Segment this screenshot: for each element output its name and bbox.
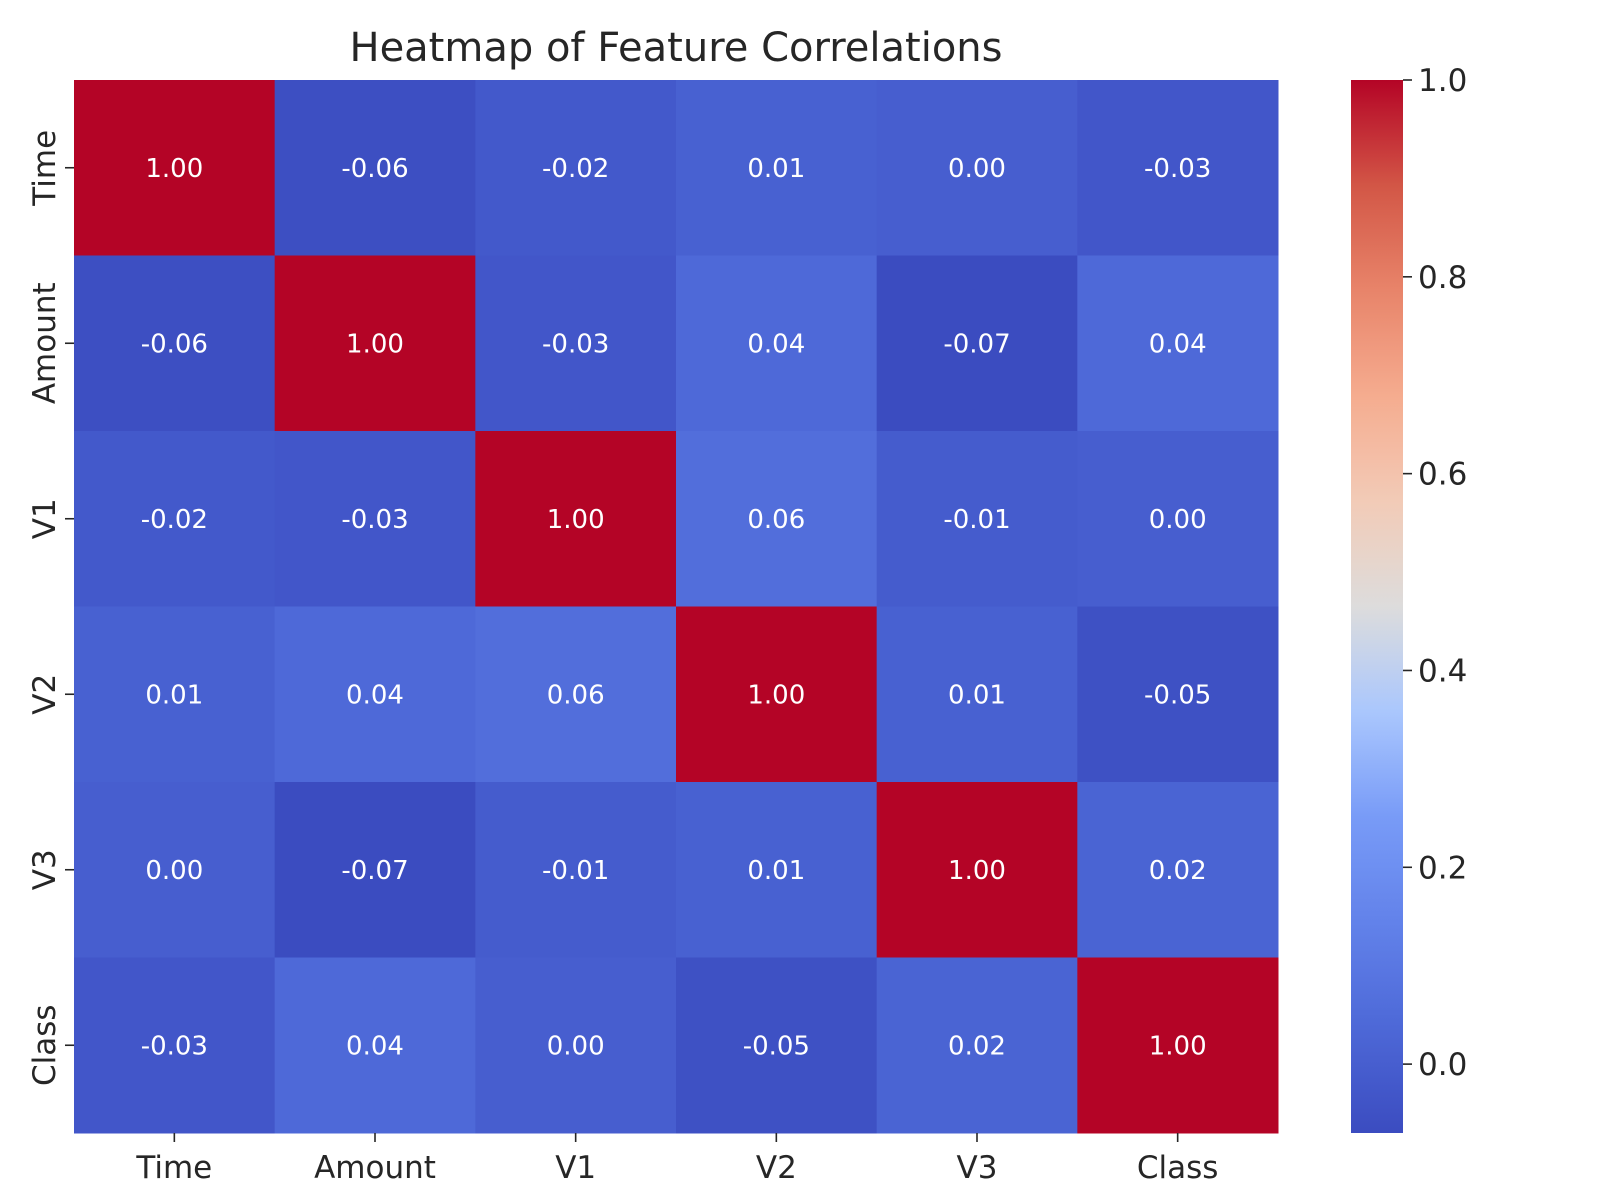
colorbar-tick-label: 0.0 <box>1418 1047 1467 1083</box>
cell-value-label: -0.01 <box>943 505 1010 535</box>
cell-value-label: -0.07 <box>341 856 408 886</box>
y-axis: Time Amount V1 V2 V3 Class <box>27 130 74 1086</box>
heatmap-cell-v3-class <box>1077 782 1279 958</box>
cell-value-label: -0.02 <box>542 154 609 184</box>
heatmap-cell-amount-amount <box>274 255 476 432</box>
y-tick-label: V3 <box>27 849 63 890</box>
cell-value-label: -0.03 <box>141 1031 208 1061</box>
cell-value-label: 0.04 <box>346 680 404 710</box>
cell-value-label: -0.02 <box>141 505 208 535</box>
colorbar: 0.0 0.2 0.4 0.6 0.8 1.0 <box>1351 63 1467 1133</box>
heatmap-cell-time-time <box>74 80 276 256</box>
heatmap-cell-class-v1 <box>475 957 677 1134</box>
cell-value-label: 0.00 <box>948 154 1006 184</box>
cell-value-label: 1.00 <box>346 329 404 359</box>
cell-value-label: -0.03 <box>1144 154 1211 184</box>
heatmap-cell-v3-v1 <box>475 782 677 958</box>
heatmap-cell-v2-amount <box>274 606 476 783</box>
chart-title: Heatmap of Feature Correlations <box>349 25 1002 71</box>
cell-value-label: 0.01 <box>948 680 1006 710</box>
heatmap-cell-time-class <box>1077 80 1279 256</box>
cell-value-label: 0.02 <box>948 1031 1006 1061</box>
heatmap-cells: 1.00 -0.06 -0.02 0.01 0.00 -0.03 -0.06 1.00 -0.0… <box>74 80 1279 1134</box>
heatmap-cell-v1-v1 <box>475 431 677 607</box>
colorbar-tick-label: 1.0 <box>1418 63 1467 99</box>
y-tick-label: V1 <box>27 498 63 539</box>
cell-value-label: 1.00 <box>145 154 203 184</box>
heatmap-cell-v1-amount <box>274 431 476 607</box>
cell-value-label: 0.00 <box>1149 505 1207 535</box>
cell-value-label: 1.00 <box>1149 1031 1207 1061</box>
heatmap-cell-class-amount <box>274 957 476 1134</box>
x-tick-label: V1 <box>555 1150 596 1186</box>
heatmap-cell-amount-time <box>74 255 276 432</box>
heatmap-cell-class-v3 <box>876 957 1078 1134</box>
heatmap-cell-class-class <box>1077 957 1279 1134</box>
cell-value-label: 0.04 <box>747 329 805 359</box>
heatmap-cell-v2-v3 <box>876 606 1078 783</box>
colorbar-tick-label: 0.2 <box>1418 850 1467 886</box>
heatmap-cell-v3-time <box>74 782 276 958</box>
cell-value-label: -0.06 <box>341 154 408 184</box>
heatmap-cell-amount-v2 <box>676 255 878 432</box>
cell-value-label: 0.06 <box>547 680 605 710</box>
cell-value-label: -0.05 <box>743 1031 810 1061</box>
y-tick-label: Amount <box>27 282 63 404</box>
heatmap-cell-v1-v3 <box>876 431 1078 607</box>
cell-value-label: 0.04 <box>1149 329 1207 359</box>
x-tick-label: Class <box>1137 1150 1219 1186</box>
heatmap-cell-v2-class <box>1077 606 1279 783</box>
heatmap-cell-amount-v1 <box>475 255 677 432</box>
heatmap-cell-time-amount <box>274 80 476 256</box>
heatmap-cell-class-v2 <box>676 957 878 1134</box>
cell-value-label: -0.05 <box>1144 680 1211 710</box>
heatmap-cell-class-time <box>74 957 276 1134</box>
heatmap-cell-time-v2 <box>676 80 878 256</box>
cell-value-label: 1.00 <box>747 680 805 710</box>
cell-value-label: -0.03 <box>341 505 408 535</box>
cell-value-label: -0.03 <box>542 329 609 359</box>
x-tick-label: V2 <box>756 1150 797 1186</box>
heatmap-cell-v2-time <box>74 606 276 783</box>
y-tick-label: Class <box>27 1004 63 1086</box>
heatmap-cell-v3-v2 <box>676 782 878 958</box>
heatmap-cell-v1-time <box>74 431 276 607</box>
x-tick-label: V3 <box>957 1150 998 1186</box>
heatmap-cell-amount-class <box>1077 255 1279 432</box>
heatmap-cell-v1-v2 <box>676 431 878 607</box>
colorbar-gradient <box>1351 80 1403 1133</box>
heatmap-cell-time-v3 <box>876 80 1078 256</box>
cell-value-label: 0.06 <box>747 505 805 535</box>
cell-value-label: 0.00 <box>145 856 203 886</box>
cell-value-label: 0.01 <box>747 154 805 184</box>
cell-value-label: -0.07 <box>943 329 1010 359</box>
colorbar-tick-label: 0.4 <box>1418 653 1467 689</box>
cell-value-label: -0.06 <box>141 329 208 359</box>
cell-value-label: -0.01 <box>542 856 609 886</box>
heatmap-cell-v2-v1 <box>475 606 677 783</box>
y-tick-label: Time <box>27 130 63 207</box>
cell-value-label: 1.00 <box>547 505 605 535</box>
x-tick-label: Amount <box>314 1150 436 1186</box>
x-axis: Time Amount V1 V2 V3 Class <box>135 1133 1218 1186</box>
heatmap-cell-time-v1 <box>475 80 677 256</box>
heatmap-cell-v3-amount <box>274 782 476 958</box>
heatmap-cell-v2-v2 <box>676 606 878 783</box>
cell-value-label: 0.04 <box>346 1031 404 1061</box>
cell-value-label: 1.00 <box>948 856 1006 886</box>
x-tick-label: Time <box>135 1150 212 1186</box>
heatmap-cell-v1-class <box>1077 431 1279 607</box>
colorbar-tick-label: 0.8 <box>1418 260 1467 296</box>
colorbar-tick-label: 0.6 <box>1418 457 1467 493</box>
cell-value-label: 0.02 <box>1149 856 1207 886</box>
cell-value-label: 0.00 <box>547 1031 605 1061</box>
cell-value-label: 0.01 <box>747 856 805 886</box>
heatmap-cell-v3-v3 <box>876 782 1078 958</box>
y-tick-label: V2 <box>27 674 63 715</box>
heatmap-cell-amount-v3 <box>876 255 1078 432</box>
cell-value-label: 0.01 <box>145 680 203 710</box>
